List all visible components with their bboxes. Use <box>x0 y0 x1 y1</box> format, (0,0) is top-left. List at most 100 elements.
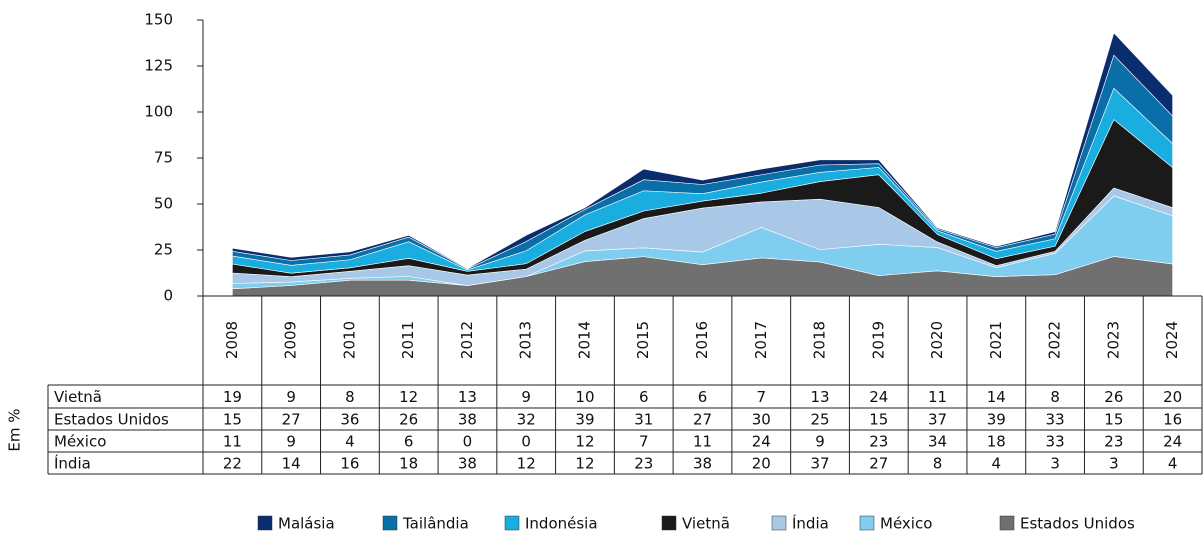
legend-swatch <box>771 515 787 531</box>
legend-label: Indonésia <box>525 515 598 533</box>
table-cell: 6 <box>639 388 649 406</box>
table-cell: 9 <box>286 388 296 406</box>
table-cell: 8 <box>345 388 355 406</box>
table-cell: 38 <box>458 411 477 429</box>
table-cell: 18 <box>399 455 418 473</box>
table-cell: 11 <box>693 433 712 451</box>
table-cell: 37 <box>810 455 829 473</box>
table-cell: 34 <box>928 433 947 451</box>
table-cell: 15 <box>869 411 888 429</box>
x-tick-label: 2019 <box>869 321 887 359</box>
x-tick-label: 2011 <box>399 321 417 359</box>
table-cell: 8 <box>933 455 943 473</box>
legend-swatch <box>257 515 273 531</box>
y-tick-label: 75 <box>154 149 173 167</box>
table-cell: 4 <box>1168 455 1178 473</box>
table-cell: 16 <box>340 455 359 473</box>
x-tick-label: 2021 <box>987 321 1005 359</box>
x-tick-label: 2024 <box>1163 321 1181 359</box>
table-cell: 39 <box>575 411 594 429</box>
table-cell: 20 <box>752 455 771 473</box>
legend-label: México <box>880 515 932 533</box>
y-axis-label: Em % <box>6 408 24 451</box>
table-cell: 4 <box>992 455 1002 473</box>
table-cell: 38 <box>458 455 477 473</box>
table-cell: 36 <box>340 411 359 429</box>
x-tick-label: 2009 <box>282 321 300 359</box>
x-tick-label: 2017 <box>752 321 770 359</box>
legend-swatch <box>504 515 520 531</box>
x-tick-label: 2018 <box>811 321 829 359</box>
table-cell: 4 <box>345 433 355 451</box>
table-cell: 24 <box>869 388 888 406</box>
x-tick-label: 2020 <box>928 321 946 359</box>
table-cell: 12 <box>575 455 594 473</box>
x-tick-label: 2013 <box>517 321 535 359</box>
y-tick-label: 100 <box>144 103 173 121</box>
legend-label: Índia <box>792 514 829 533</box>
table-cell: 23 <box>1104 433 1123 451</box>
table-cell: 15 <box>1104 411 1123 429</box>
x-tick-label: 2010 <box>340 321 358 359</box>
row-label: Estados Unidos <box>54 411 169 429</box>
table-cell: 20 <box>1163 388 1182 406</box>
table-cell: 3 <box>1109 455 1119 473</box>
table-cell: 11 <box>928 388 947 406</box>
table-cell: 3 <box>1050 455 1060 473</box>
table-cell: 7 <box>756 388 766 406</box>
table-cell: 12 <box>517 455 536 473</box>
table-cell: 0 <box>463 433 473 451</box>
table-cell: 18 <box>987 433 1006 451</box>
table-cell: 26 <box>399 411 418 429</box>
table-cell: 24 <box>1163 433 1182 451</box>
table-cell: 15 <box>223 411 242 429</box>
table-cell: 24 <box>752 433 771 451</box>
legend-swatch <box>859 515 875 531</box>
table-cell: 31 <box>634 411 653 429</box>
table-cell: 32 <box>517 411 536 429</box>
y-tick-label: 25 <box>154 241 173 259</box>
x-tick-label: 2008 <box>223 321 241 359</box>
table-cell: 39 <box>987 411 1006 429</box>
legend-swatch <box>999 515 1015 531</box>
table-cell: 27 <box>282 411 301 429</box>
x-tick-label: 2022 <box>1046 321 1064 359</box>
table-cell: 12 <box>399 388 418 406</box>
area <box>232 32 1173 270</box>
table-cell: 30 <box>752 411 771 429</box>
row-label: Índia <box>54 454 91 473</box>
legend-label: Estados Unidos <box>1020 515 1135 533</box>
table-cell: 6 <box>404 433 414 451</box>
table-cell: 33 <box>1046 411 1065 429</box>
table-cell: 26 <box>1104 388 1123 406</box>
legend-label: Vietnã <box>682 515 730 533</box>
table-cell: 19 <box>223 388 242 406</box>
table-cell: 9 <box>815 433 825 451</box>
table-cell: 7 <box>639 433 649 451</box>
row-label: México <box>54 433 106 451</box>
table-cell: 12 <box>575 433 594 451</box>
table-cell: 14 <box>282 455 301 473</box>
legend-label: Tailândia <box>402 515 469 533</box>
legend-label: Malásia <box>278 515 335 533</box>
table-cell: 37 <box>928 411 947 429</box>
row-label: Vietnã <box>54 388 102 406</box>
table-cell: 16 <box>1163 411 1182 429</box>
x-tick-label: 2012 <box>458 321 476 359</box>
table-cell: 9 <box>286 433 296 451</box>
table-cell: 10 <box>575 388 594 406</box>
table-cell: 22 <box>223 455 242 473</box>
x-tick-label: 2015 <box>634 321 652 359</box>
legend-swatch <box>661 515 677 531</box>
table-cell: 27 <box>869 455 888 473</box>
x-tick-label: 2016 <box>693 321 711 359</box>
x-tick-label: 2023 <box>1104 321 1122 359</box>
x-tick-label: 2014 <box>575 321 593 359</box>
legend-swatch <box>382 515 398 531</box>
table-cell: 25 <box>810 411 829 429</box>
table-cell: 0 <box>521 433 531 451</box>
table-cell: 33 <box>1046 433 1065 451</box>
table-cell: 6 <box>698 388 708 406</box>
